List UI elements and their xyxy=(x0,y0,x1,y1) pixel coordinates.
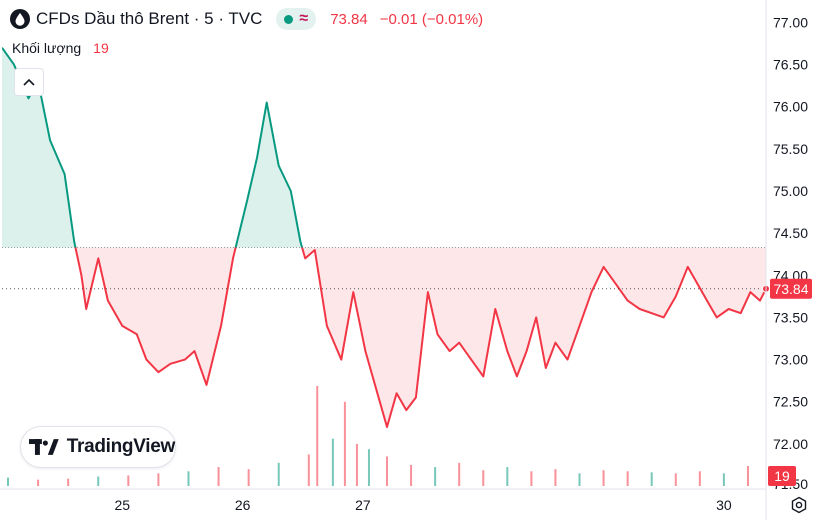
volume-bar xyxy=(127,475,130,486)
volume-bar xyxy=(602,470,605,486)
volume-bar xyxy=(674,473,677,486)
volume-bar xyxy=(331,438,334,486)
market-open-dot-icon xyxy=(284,14,294,24)
volume-bar xyxy=(434,467,437,486)
time-tick-label: 25 xyxy=(115,497,131,513)
volume-bar xyxy=(530,471,533,486)
tradingview-mark-icon xyxy=(29,439,59,455)
market-status[interactable]: ≈ xyxy=(276,8,317,30)
drop-icon[interactable] xyxy=(10,9,30,29)
volume-bar xyxy=(37,479,40,486)
tradingview-logo[interactable]: TradingView xyxy=(20,426,176,468)
volume-bar xyxy=(506,467,509,486)
tradingview-wordmark: TradingView xyxy=(66,436,176,457)
volume-bar xyxy=(343,401,346,486)
volume-value: 19 xyxy=(93,40,109,56)
time-tick-label: 26 xyxy=(235,497,251,513)
volume-bar xyxy=(97,476,100,486)
volume-bar xyxy=(277,462,280,486)
price-tick-label: 75.50 xyxy=(773,141,808,157)
time-axis[interactable]: 25 26 27 30 xyxy=(0,488,766,513)
area-fill-above-baseline xyxy=(2,47,303,248)
volume-badge xyxy=(768,466,796,486)
price-tick-label: 76.50 xyxy=(773,57,808,73)
price-tick-label: 75.00 xyxy=(773,183,808,199)
volume-bar xyxy=(67,478,70,486)
volume-label[interactable]: Khối lượng xyxy=(12,40,82,56)
chart-settings-button[interactable] xyxy=(788,494,810,516)
last-price: 73.84 xyxy=(330,10,368,28)
volume-bar xyxy=(626,471,629,486)
collapse-legend-button[interactable] xyxy=(14,68,44,96)
last-price-badge xyxy=(770,278,812,299)
time-tick-label: 27 xyxy=(355,497,371,513)
volume-badge-text: 19 xyxy=(774,468,790,484)
volume-bar xyxy=(578,473,581,486)
last-price-badge-text: 73.84 xyxy=(773,281,808,297)
price-tick-label: 76.00 xyxy=(773,99,808,115)
symbol-title[interactable]: CFDs Dầu thô Brent · 5 · TVC xyxy=(36,9,263,28)
volume-bars xyxy=(7,386,749,486)
price-tick-label: 72.50 xyxy=(773,394,808,410)
volume-bar xyxy=(650,472,653,486)
chevron-up-icon xyxy=(23,78,35,86)
volume-bar xyxy=(247,469,250,486)
chart-legend: CFDs Dầu thô Brent · 5 · TVC ≈ 73.84 −0.… xyxy=(10,8,483,30)
gear-icon xyxy=(791,496,807,514)
price-tick-label: 72.00 xyxy=(773,436,808,452)
volume-bar xyxy=(722,473,725,486)
price-change: −0.01 (−0.01%) xyxy=(379,10,484,28)
volume-bar xyxy=(187,471,190,486)
volume-bar xyxy=(217,467,220,486)
price-tick-label: 73.00 xyxy=(773,352,808,368)
volume-bar xyxy=(7,477,10,486)
volume-bar xyxy=(157,473,160,486)
volume-bar xyxy=(355,443,358,486)
volume-legend: Khối lượng 19 xyxy=(12,40,109,56)
price-tick-label: 74.50 xyxy=(773,225,808,241)
volume-bar xyxy=(698,471,701,486)
volume-bar xyxy=(367,449,370,486)
volume-bar xyxy=(410,464,413,486)
price-tick-label: 77.00 xyxy=(773,14,808,30)
volume-bar xyxy=(554,469,557,486)
price-tick-label: 73.50 xyxy=(773,309,808,325)
time-tick-label: 30 xyxy=(716,497,732,513)
area-fill-below-baseline xyxy=(2,247,766,427)
volume-bar xyxy=(746,466,749,486)
volume-bar xyxy=(307,454,310,486)
volume-bar xyxy=(316,386,319,486)
volume-bar xyxy=(458,462,461,486)
volume-bar xyxy=(386,456,389,486)
series-line-below xyxy=(74,247,766,428)
volume-bar xyxy=(482,470,485,486)
delayed-data-icon: ≈ xyxy=(299,10,309,27)
price-axis[interactable]: 77.0076.5076.0075.5075.0074.5074.0073.50… xyxy=(765,0,812,520)
